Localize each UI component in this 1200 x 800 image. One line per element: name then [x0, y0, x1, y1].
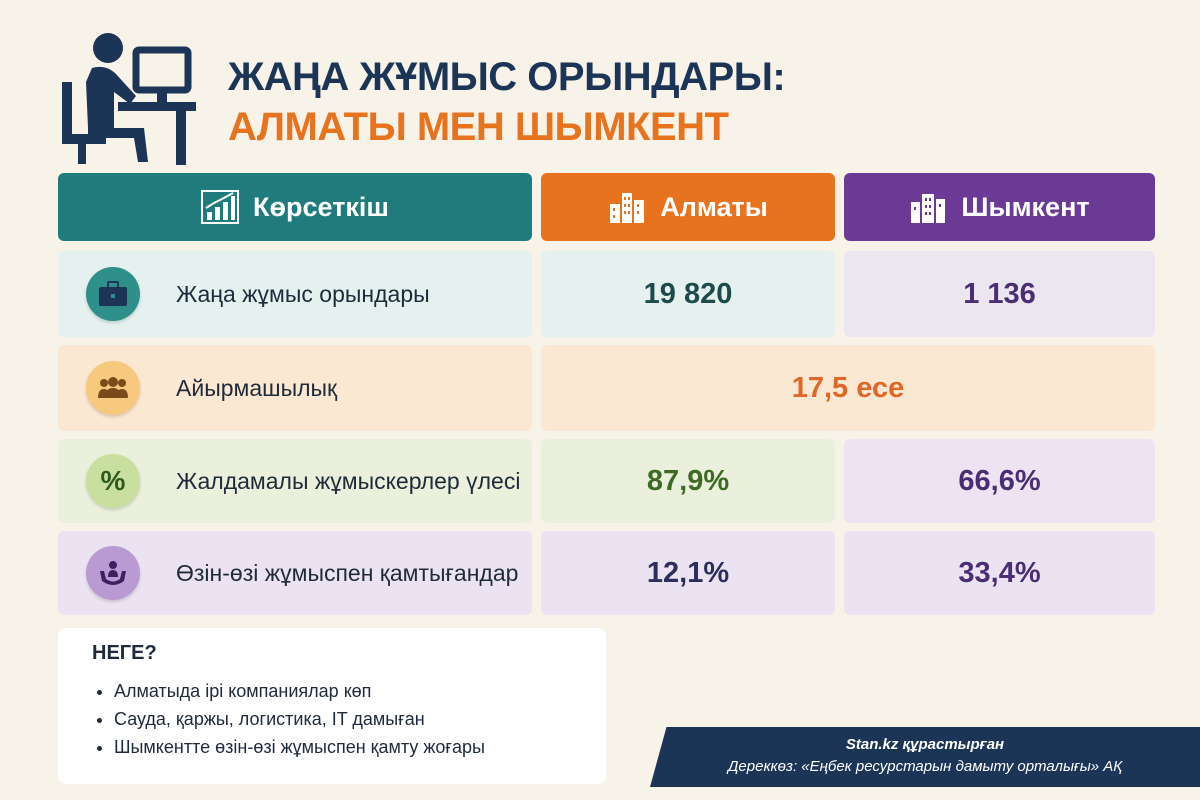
shymkent-employees-share-value: 66,6%: [844, 439, 1155, 523]
almaty-employees-share-value: 87,9%: [541, 439, 835, 523]
column-header-almaty-label: Алматы: [660, 191, 768, 222]
percent-icon: %: [86, 454, 140, 508]
hands-person-icon: [86, 546, 140, 600]
title-line-1: ЖАҢА ЖҰМЫС ОРЫНДАРЫ:: [228, 55, 786, 99]
bar-chart-icon: [201, 190, 240, 224]
column-header-almaty: Алматы: [541, 173, 835, 241]
row-label-text: Айырмашылық: [176, 374, 338, 401]
column-header-shymkent-label: Шымкент: [961, 191, 1090, 222]
why-box: НЕГЕ? Алматыда ірі компаниялар көп Сауда…: [58, 628, 606, 784]
row-label-new-jobs: Жаңа жұмыс орындары: [58, 251, 532, 337]
list-item: Сауда, қаржы, логистика, IT дамыған: [114, 705, 572, 733]
why-list: Алматыда ірі компаниялар көп Сауда, қарж…: [92, 677, 572, 761]
almaty-self-employed-value: 12,1%: [541, 531, 835, 615]
title-line-2: АЛМАТЫ МЕН ШЫМКЕНТ: [228, 105, 729, 149]
shymkent-self-employed-value: 33,4%: [844, 531, 1155, 615]
page-title: ЖАҢА ЖҰМЫС ОРЫНДАРЫ: АЛМАТЫ МЕН ШЫМКЕНТ: [228, 52, 786, 152]
row-label-text: Жаңа жұмыс орындары: [176, 280, 430, 307]
list-item: Шымкентте өзін-өзі жұмыспен қамту жоғары: [114, 733, 572, 761]
source-credit: Stan.kz құрастырған: [845, 736, 1005, 753]
row-label-self-employed: Өзін-өзі жұмыспен қамтығандар: [58, 531, 532, 615]
briefcase-icon: [86, 267, 140, 321]
row-label-text: Жалдамалы жұмыскерлер үлесі: [176, 467, 521, 494]
list-item: Алматыда ірі компаниялар көп: [114, 677, 572, 705]
source-text: Дереккөз: «Еңбек ресурстарын дамыту орта…: [727, 758, 1123, 775]
city-buildings-icon: [610, 193, 645, 223]
source-banner: Stan.kz құрастырған Дереккөз: «Еңбек рес…: [650, 727, 1200, 787]
shymkent-new-jobs-value: 1 136: [844, 251, 1155, 337]
row-label-employees-share: % Жалдамалы жұмыскерлер үлесі: [58, 439, 532, 523]
why-title: НЕГЕ?: [92, 642, 157, 664]
row-label-difference: Айырмашылық: [58, 345, 532, 431]
person-at-computer-icon: [62, 33, 196, 165]
city-buildings-icon: [911, 194, 946, 223]
almaty-new-jobs-value: 19 820: [541, 251, 835, 337]
row-label-text: Өзін-өзі жұмыспен қамтығандар: [176, 559, 519, 586]
column-header-indicator-label: Көрсеткіш: [253, 191, 389, 222]
column-header-shymkent: Шымкент: [844, 173, 1155, 241]
column-header-indicator: Көрсеткіш: [58, 173, 532, 241]
difference-value: 17,5 есе: [541, 345, 1155, 431]
people-group-icon: [86, 361, 140, 415]
